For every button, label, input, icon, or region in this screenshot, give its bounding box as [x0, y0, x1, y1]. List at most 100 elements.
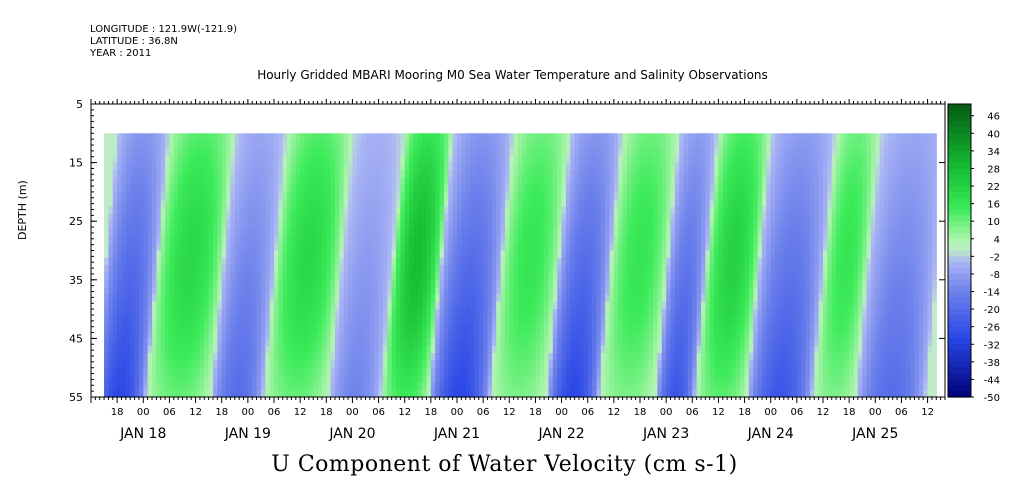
colorbar-label: 16	[987, 200, 1000, 211]
x-hour-label: 06	[686, 407, 699, 418]
x-hour-label: 06	[372, 407, 385, 418]
dataset-title: Hourly Gridded MBARI Mooring M0 Sea Wate…	[257, 68, 768, 82]
colorbar-swatch	[948, 180, 971, 187]
colorbar-swatch	[948, 174, 971, 181]
colorbar-swatch	[948, 133, 971, 140]
x-hour-label: 12	[503, 407, 516, 418]
x-hour-label: 06	[581, 407, 594, 418]
colorbar-label: 4	[994, 235, 1000, 246]
colorbar-swatch	[948, 115, 971, 123]
colorbar-swatch	[948, 215, 971, 222]
colorbar-swatch	[948, 168, 971, 175]
x-hour-label: 18	[738, 407, 751, 418]
x-day-label: JAN 24	[747, 426, 794, 442]
x-hour-label: 18	[843, 407, 856, 418]
x-hour-label: 06	[163, 407, 176, 418]
x-day-label: JAN 21	[433, 426, 480, 442]
x-hour-label: 12	[398, 407, 411, 418]
y-tick-label: 25	[69, 215, 83, 228]
x-hour-label: 06	[895, 407, 908, 418]
x-day-label: JAN 18	[119, 426, 166, 442]
colorbar-frame	[947, 103, 972, 398]
y-tick-label: 35	[69, 274, 83, 287]
colorbar-swatch	[948, 355, 971, 363]
colorbar-swatch	[948, 367, 971, 375]
colorbar-swatch	[948, 104, 971, 111]
colorbar-swatch	[948, 150, 971, 158]
x-hour-label: 00	[764, 407, 777, 418]
chart-title: U Component of Water Velocity (cm s-1)	[271, 452, 738, 477]
x-hour-label: 06	[477, 407, 490, 418]
x-hour-label: 18	[634, 407, 647, 418]
y-tick-label: 55	[69, 391, 83, 404]
x-hour-label: 00	[346, 407, 359, 418]
x-hour-label: 12	[712, 407, 725, 418]
colorbar-swatch	[948, 361, 971, 369]
x-hour-label: 12	[817, 407, 830, 418]
colorbar-swatch	[948, 344, 971, 351]
colorbar-label: -50	[984, 393, 1000, 404]
colorbar-swatch	[948, 232, 971, 240]
colorbar-swatch	[948, 303, 971, 310]
colorbar-swatch	[948, 338, 971, 345]
x-hour-label: 00	[137, 407, 150, 418]
colorbar-label: 40	[987, 129, 1000, 140]
colorbar-label: -8	[990, 270, 1000, 281]
x-hour-label: 18	[215, 407, 228, 418]
colorbar-swatch	[948, 379, 971, 386]
colorbar-swatch	[948, 391, 971, 398]
colorbar-swatch	[948, 244, 971, 252]
colorbar-swatch	[948, 203, 971, 211]
latitude-label: LATITUDE : 36.8N	[90, 36, 178, 47]
colorbar-swatch	[948, 268, 971, 275]
x-hour-label: 18	[320, 407, 333, 418]
colorbar-label: -20	[984, 305, 1000, 316]
colorbar-swatch	[948, 238, 971, 246]
colorbar-swatch	[948, 197, 971, 205]
colorbar-swatch	[948, 373, 971, 381]
colorbar-swatch	[948, 186, 971, 193]
colorbar-swatch	[948, 221, 971, 228]
colorbar-swatch	[948, 297, 971, 304]
x-hour-label: 06	[790, 407, 803, 418]
x-day-label: JAN 22	[537, 426, 584, 442]
colorbar-swatch	[948, 256, 971, 263]
x-hour-label: 06	[268, 407, 281, 418]
x-hour-label: 00	[660, 407, 673, 418]
colorbar-label: 10	[987, 217, 1000, 228]
x-hour-label: 12	[921, 407, 934, 418]
colorbar-swatch	[948, 162, 971, 170]
x-hour-label: 18	[529, 407, 542, 418]
colorbar-swatch	[948, 227, 971, 234]
y-tick-label: 5	[76, 98, 83, 111]
colorbar-swatch	[948, 156, 971, 164]
colorbar-swatch	[948, 250, 971, 257]
x-hour-label: 12	[607, 407, 620, 418]
colorbar-label: -32	[984, 340, 1000, 351]
x-hour-label: 18	[111, 407, 124, 418]
colorbar-swatch	[948, 209, 971, 216]
x-hour-label: 12	[294, 407, 307, 418]
y-tick-label: 15	[69, 157, 83, 170]
metadata-block: LONGITUDE : 121.9W(-121.9) LATITUDE : 36…	[90, 24, 237, 60]
colorbar-swatch	[948, 332, 971, 339]
colorbar-swatch	[948, 350, 971, 357]
colorbar-swatch	[948, 273, 971, 281]
colorbar-swatch	[948, 121, 971, 129]
heatmap-cells	[104, 133, 937, 398]
colorbar-swatch	[948, 291, 971, 298]
x-hour-label: 00	[451, 407, 464, 418]
colorbar-label: 22	[987, 182, 1000, 193]
colorbar-label: 46	[987, 112, 1000, 123]
colorbar-swatch	[948, 145, 971, 152]
colorbar-swatch	[948, 191, 971, 199]
colorbar-swatch	[948, 262, 971, 269]
x-hour-label: 00	[869, 407, 882, 418]
x-hour-label: 00	[241, 407, 254, 418]
colorbar-swatch	[948, 139, 971, 146]
colorbar-swatch	[948, 109, 971, 117]
x-day-label: JAN 23	[642, 426, 689, 442]
x-day-label: JAN 19	[224, 426, 271, 442]
colorbar-label: 28	[987, 164, 1000, 175]
